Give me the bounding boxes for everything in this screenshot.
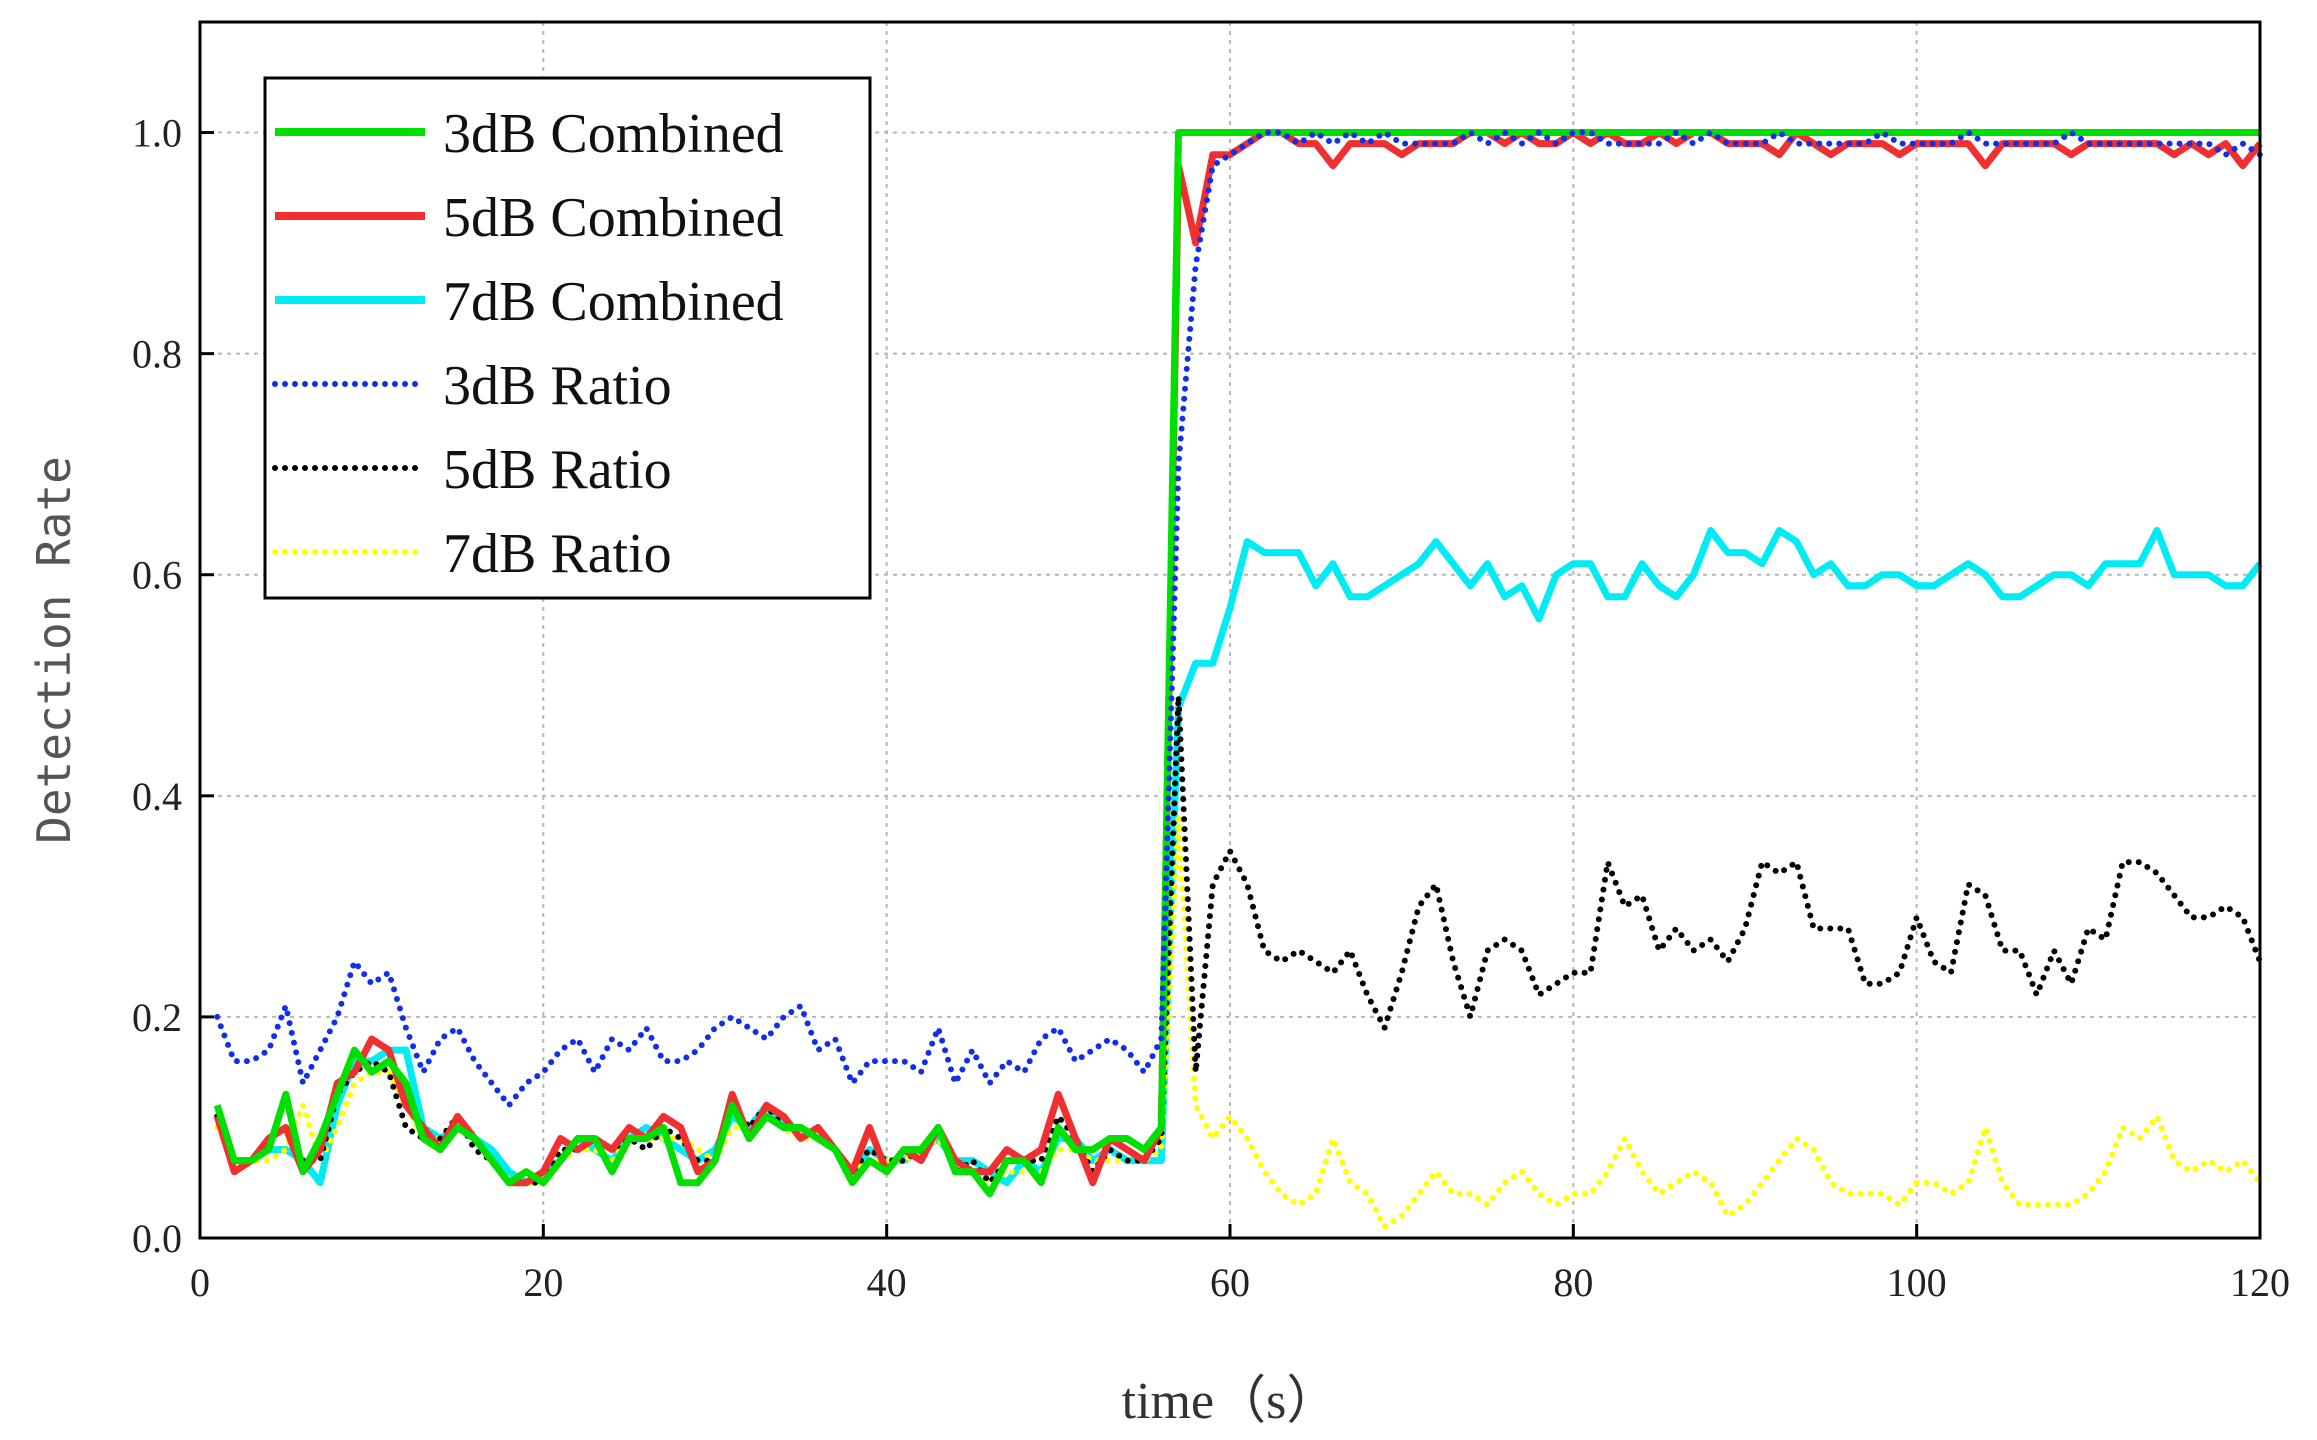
legend-label: 3dB Combined [443, 103, 784, 165]
series-line-7db-ratio [214, 814, 2263, 1230]
legend-label: 3dB Ratio [443, 355, 672, 417]
y-tick-label: 0.2 [132, 995, 182, 1040]
x-axis-title: time（s） [1122, 1373, 1339, 1430]
x-tick-label: 60 [1210, 1260, 1250, 1305]
legend-label: 7dB Combined [443, 271, 784, 333]
y-tick-label: 0.0 [132, 1216, 182, 1261]
series-line-3db-ratio [214, 129, 2263, 1109]
y-axis-title: Detection Rate [27, 456, 81, 844]
series-line-5db-combined [213, 129, 2263, 1187]
x-tick-label: 40 [867, 1260, 907, 1305]
axis-ticks: 0 20 40 60 80 100 120 0.0 0.2 0.4 0.6 0.8 1.0 [132, 111, 2290, 1305]
legend-label: 5dB Ratio [443, 439, 672, 501]
x-tick-label: 100 [1887, 1260, 1947, 1305]
x-tick-label: 80 [1553, 1260, 1593, 1305]
y-tick-label: 1.0 [132, 111, 182, 156]
series-line-7db-combined [213, 527, 2263, 1187]
x-tick-label: 120 [2230, 1260, 2290, 1305]
y-tick-label: 0.4 [132, 774, 182, 819]
legend-label: 5dB Combined [443, 187, 784, 249]
series-line-3db-combined [213, 129, 2260, 1198]
legend-label: 7dB Ratio [443, 523, 672, 585]
legend: 3dB Combined 5dB Combined 7dB Combined 3dB … [263, 76, 872, 600]
x-tick-label: 20 [523, 1260, 563, 1305]
series-line-5db-ratio [214, 693, 2263, 1186]
series-lines [213, 129, 2263, 1230]
y-tick-label: 0.6 [132, 553, 182, 598]
legend-box [263, 76, 872, 600]
x-tick-label: 0 [190, 1260, 210, 1305]
y-tick-label: 0.8 [132, 332, 182, 377]
